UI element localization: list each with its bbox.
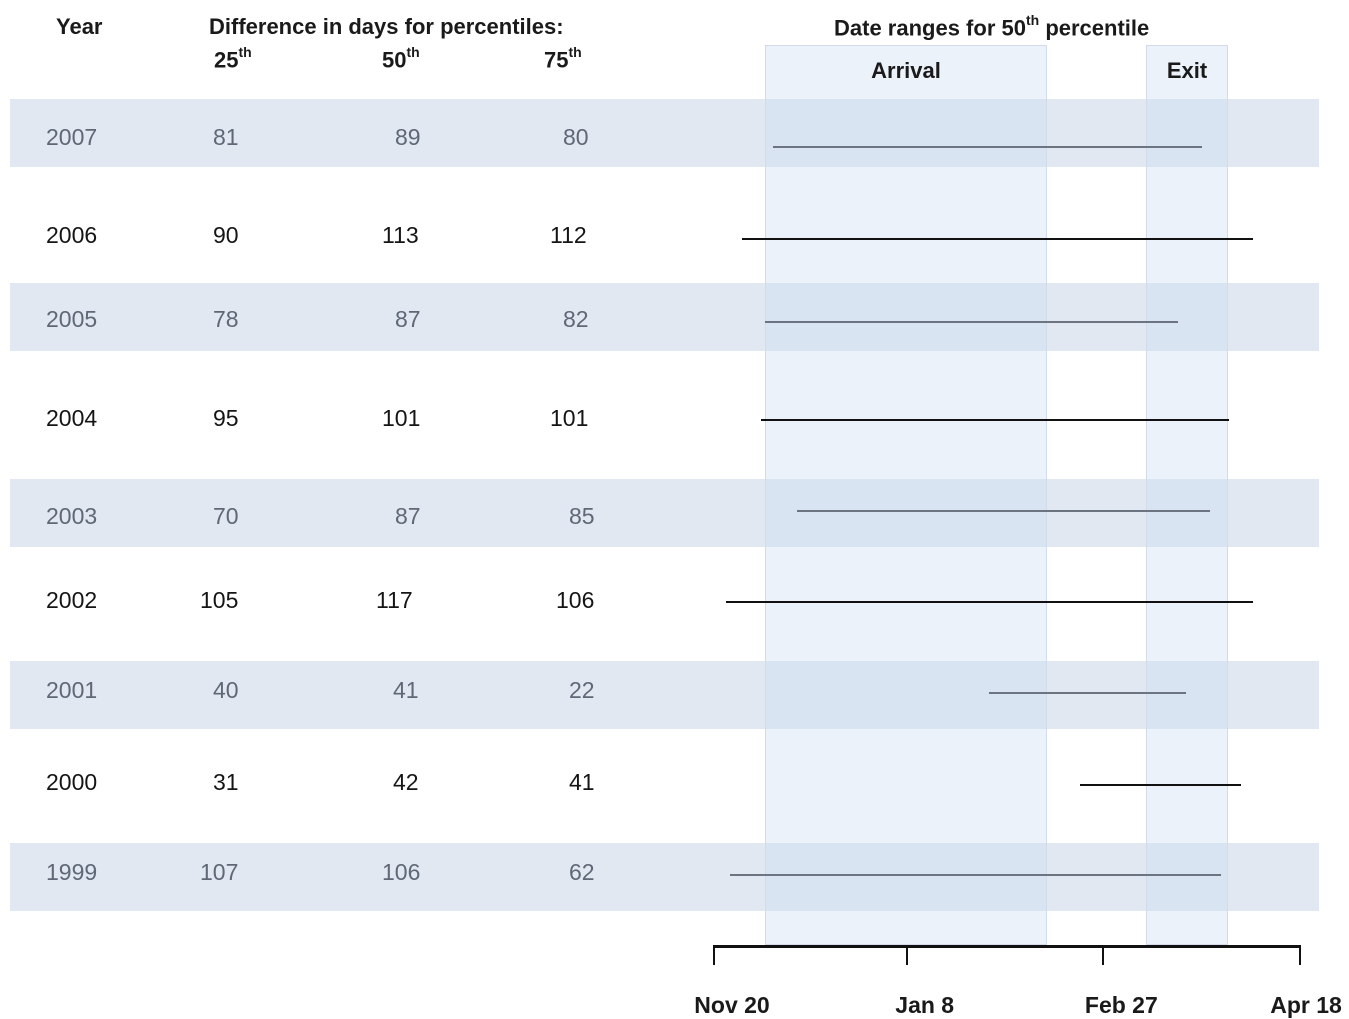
row-band-2005 (10, 283, 1319, 351)
row-band-1999 (10, 843, 1319, 911)
p75-cell: 85 (569, 503, 595, 529)
year-cell: 1999 (46, 859, 98, 885)
exit-period-box (1146, 45, 1228, 945)
ranges-header-sup: th (1025, 12, 1040, 28)
arrival-label: Arrival (871, 58, 941, 83)
x-axis-tick (1299, 945, 1301, 965)
arrival-period-box (765, 45, 1047, 945)
p75-number: 75 (544, 47, 569, 73)
x-axis-tick-label: Feb 27 (1084, 992, 1158, 1018)
p25-cell: 40 (213, 677, 239, 703)
year-cell: 2004 (46, 405, 98, 431)
p50-cell: 89 (395, 124, 421, 150)
row-band-2007 (10, 99, 1319, 167)
p25-cell: 95 (213, 405, 239, 431)
x-axis-tick-label: Nov 20 (694, 992, 770, 1018)
p50-cell: 87 (395, 306, 421, 332)
p50-cell: 101 (382, 405, 421, 431)
range-line-2006 (741, 237, 1253, 241)
p75-cell: 82 (563, 306, 589, 332)
p50-cell: 117 (376, 587, 413, 613)
year-header: Year (56, 14, 103, 39)
x-axis-tick-label: Jan 8 (895, 992, 955, 1018)
p75-cell: 41 (569, 769, 595, 795)
x-axis-tick (713, 945, 715, 965)
p75-cell: 80 (563, 124, 589, 150)
x-axis-tick (1102, 945, 1105, 965)
p75-cell: 101 (550, 405, 589, 431)
range-line-2003 (796, 509, 1210, 513)
p75-cell: 22 (569, 677, 595, 703)
year-cell: 2007 (46, 124, 98, 150)
x-axis-tick (905, 945, 908, 965)
p25-cell: 70 (213, 503, 239, 529)
year-cell: 2003 (46, 503, 98, 529)
year-cell: 2002 (46, 587, 98, 613)
p25-cell: 90 (213, 222, 239, 248)
p50-header: 50th (382, 44, 420, 73)
p25-cell: 31 (213, 769, 239, 795)
x-axis-tick-label: Apr 18 (1270, 992, 1342, 1018)
p25-header: 25th (214, 44, 252, 73)
p50-cell: 113 (382, 222, 419, 248)
exit-label: Exit (1166, 58, 1208, 83)
p75-cell: 106 (556, 587, 595, 613)
year-cell: 2000 (46, 769, 98, 795)
year-cell: 2001 (46, 677, 98, 703)
p50-cell: 106 (382, 859, 421, 885)
p25-cell: 81 (213, 124, 239, 150)
p25-cell: 107 (200, 859, 239, 885)
ranges-header-prefix: Date ranges for 50 (834, 15, 1026, 41)
p25-cell: 105 (200, 587, 239, 613)
p75-header: 75th (544, 44, 582, 73)
range-line-1999 (729, 873, 1222, 877)
p50-cell: 87 (395, 503, 421, 529)
range-line-2001 (989, 691, 1186, 695)
row-band-2003 (10, 479, 1319, 547)
year-cell: 2006 (46, 222, 98, 248)
p25-suffix: th (238, 44, 252, 60)
range-line-2004 (761, 418, 1230, 422)
x-axis-line (713, 945, 1301, 948)
p50-cell: 42 (393, 769, 419, 795)
ranges-header: Date ranges for 50th percentile (834, 12, 1150, 41)
range-line-2002 (725, 600, 1253, 604)
range-line-2000 (1079, 783, 1241, 787)
row-band-2001 (10, 661, 1319, 729)
p50-number: 50 (382, 47, 407, 73)
p75-cell: 62 (569, 859, 595, 885)
p50-suffix: th (406, 44, 420, 60)
difference-header: Difference in days for percentiles: (209, 14, 564, 39)
range-line-2005 (765, 320, 1179, 324)
p75-suffix: th (568, 44, 582, 60)
p25-cell: 78 (213, 306, 239, 332)
p50-cell: 41 (393, 677, 419, 703)
ranges-header-suffix: percentile (1045, 15, 1150, 41)
year-cell: 2005 (46, 306, 98, 332)
range-line-2007 (772, 145, 1202, 149)
p75-cell: 112 (550, 222, 587, 248)
p25-number: 25 (214, 47, 239, 73)
